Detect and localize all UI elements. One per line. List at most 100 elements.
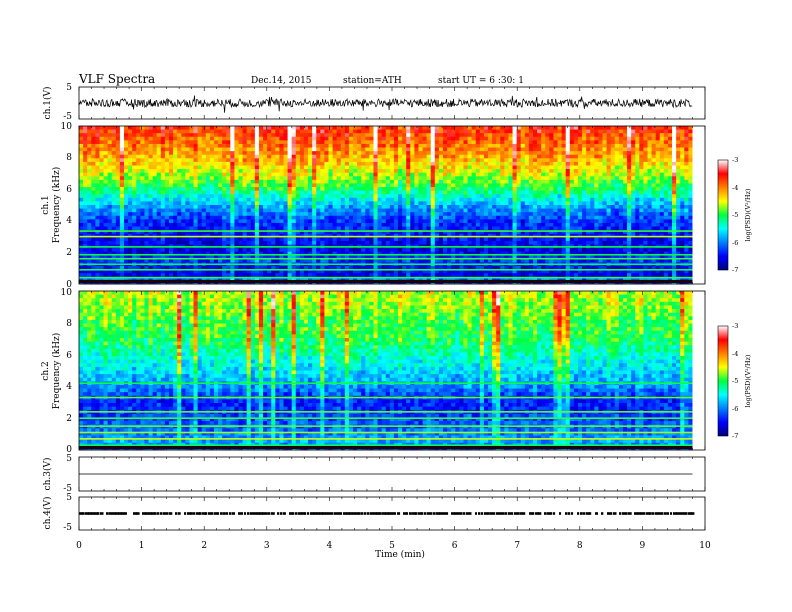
- spectrogram-cell: [410, 233, 415, 238]
- spectrogram-cell: [553, 212, 558, 217]
- spectrogram-cell: [193, 140, 199, 145]
- spectrogram-cell: [418, 147, 423, 152]
- spectrogram-cell: [667, 197, 673, 202]
- spectrogram-cell: [123, 233, 129, 238]
- spectrogram-cell: [606, 208, 612, 213]
- spectrogram-cell: [95, 154, 100, 159]
- spectrogram-cell: [369, 179, 374, 184]
- spectrogram-cell: [676, 143, 681, 148]
- spectrogram-cell: [336, 143, 342, 148]
- spectrogram-cell: [430, 219, 436, 224]
- spectrogram-cell: [373, 172, 378, 177]
- spectrogram-cell: [136, 133, 141, 138]
- spectrogram-cell: [91, 208, 96, 213]
- spectrogram-cell: [430, 215, 436, 220]
- spectrogram-cell: [103, 143, 109, 148]
- spectrogram-cell: [218, 169, 223, 174]
- spectrogram-cell: [348, 136, 354, 141]
- spectrogram-cell: [299, 176, 305, 181]
- spectrogram-cell: [160, 205, 166, 209]
- spectrogram-cell: [573, 222, 579, 227]
- spectrogram-cell: [201, 208, 207, 213]
- spectrogram-cell: [647, 154, 652, 159]
- spectrogram-cell: [234, 194, 239, 199]
- spectrogram-cell: [487, 169, 493, 174]
- spectrogram-cell: [545, 197, 550, 202]
- spectrogram-cell: [107, 154, 113, 159]
- spectrogram-cell: [614, 212, 620, 217]
- spectrogram-cell: [451, 237, 456, 242]
- spectrogram-cell: [647, 161, 652, 166]
- spectrogram-cell: [205, 143, 211, 148]
- spectrogram-cell: [672, 133, 677, 138]
- spectrogram-cell: [373, 169, 378, 174]
- spectrogram-cell: [201, 194, 207, 199]
- spectrogram-cell: [348, 151, 354, 156]
- spectrogram-cell: [586, 233, 591, 238]
- spectrogram-cell: [688, 143, 693, 148]
- spectrogram-cell: [528, 222, 534, 227]
- spectrogram-cell: [91, 158, 96, 163]
- spectrogram-cell: [430, 133, 436, 138]
- spectrogram-cell: [627, 212, 632, 217]
- spectrogram-cell: [218, 222, 223, 227]
- spectrogram-cell: [504, 233, 509, 238]
- spectrogram-cell: [618, 169, 624, 174]
- spectrogram-cell: [418, 187, 423, 192]
- spectrogram-cell: [520, 172, 526, 177]
- spectrogram-cell: [316, 230, 321, 235]
- ch1-ytick-top: 5: [66, 83, 72, 93]
- spectrogram-cell: [659, 140, 665, 145]
- spectrogram-cell: [561, 215, 567, 220]
- spectrogram-cell: [418, 161, 423, 166]
- spectrogram-cell: [455, 230, 460, 235]
- spectrogram-cell: [177, 197, 182, 202]
- spectrogram-cell: [83, 197, 88, 202]
- spectrogram-cell: [545, 147, 550, 152]
- spectrogram-cell: [115, 197, 121, 202]
- spectrogram-cell: [291, 161, 297, 166]
- spectrogram-cell: [602, 179, 607, 184]
- spectrogram-cell: [590, 237, 595, 242]
- spectrogram-cell: [418, 154, 423, 159]
- spectrogram-cell: [107, 240, 113, 245]
- spectrogram-cell: [447, 190, 452, 195]
- spectrogram-cell: [418, 233, 423, 238]
- spectrogram-cell: [524, 222, 530, 227]
- spectrogram-cell: [635, 172, 640, 177]
- spectrogram-cell: [299, 201, 305, 206]
- spectrogram-cell: [385, 143, 391, 148]
- spectrogram-cell: [348, 240, 354, 245]
- spectrogram-cell: [393, 215, 399, 220]
- spectrogram-cell: [246, 190, 252, 195]
- spectrogram-cell: [254, 172, 260, 177]
- spectrogram-cell: [496, 161, 501, 166]
- spectrogram-cell: [373, 140, 378, 145]
- spectrogram-cell: [271, 201, 276, 206]
- spectrogram-cell: [267, 240, 272, 245]
- spectrogram-cell: [398, 169, 403, 174]
- spectrogram-cell: [328, 158, 333, 163]
- spectrogram-cell: [443, 165, 448, 170]
- spectrogram-cell: [622, 143, 628, 148]
- spectrogram-cell: [402, 183, 407, 188]
- spectrogram-cell: [528, 169, 534, 174]
- spectrogram-cell: [181, 140, 186, 145]
- spectrogram-cell: [226, 197, 231, 202]
- spectrogram-cell: [299, 197, 305, 202]
- spectrogram-cell: [655, 240, 661, 245]
- spectrogram-cell: [590, 165, 595, 170]
- spectrogram-cell: [271, 147, 276, 152]
- spectrogram-cell: [594, 194, 599, 199]
- spectrogram-cell: [164, 158, 170, 163]
- spectrogram-cell: [316, 212, 321, 217]
- spectrogram-cell: [430, 208, 436, 213]
- spectrogram-cell: [553, 126, 558, 130]
- spectrogram-cell: [303, 194, 309, 199]
- spectrogram-cell: [422, 212, 428, 217]
- spectrogram-cell: [238, 187, 243, 192]
- spectrogram-cell: [500, 143, 505, 148]
- spectrogram-cell: [185, 172, 190, 177]
- spectrogram-cell: [483, 158, 489, 163]
- spectrogram-cell: [136, 176, 141, 181]
